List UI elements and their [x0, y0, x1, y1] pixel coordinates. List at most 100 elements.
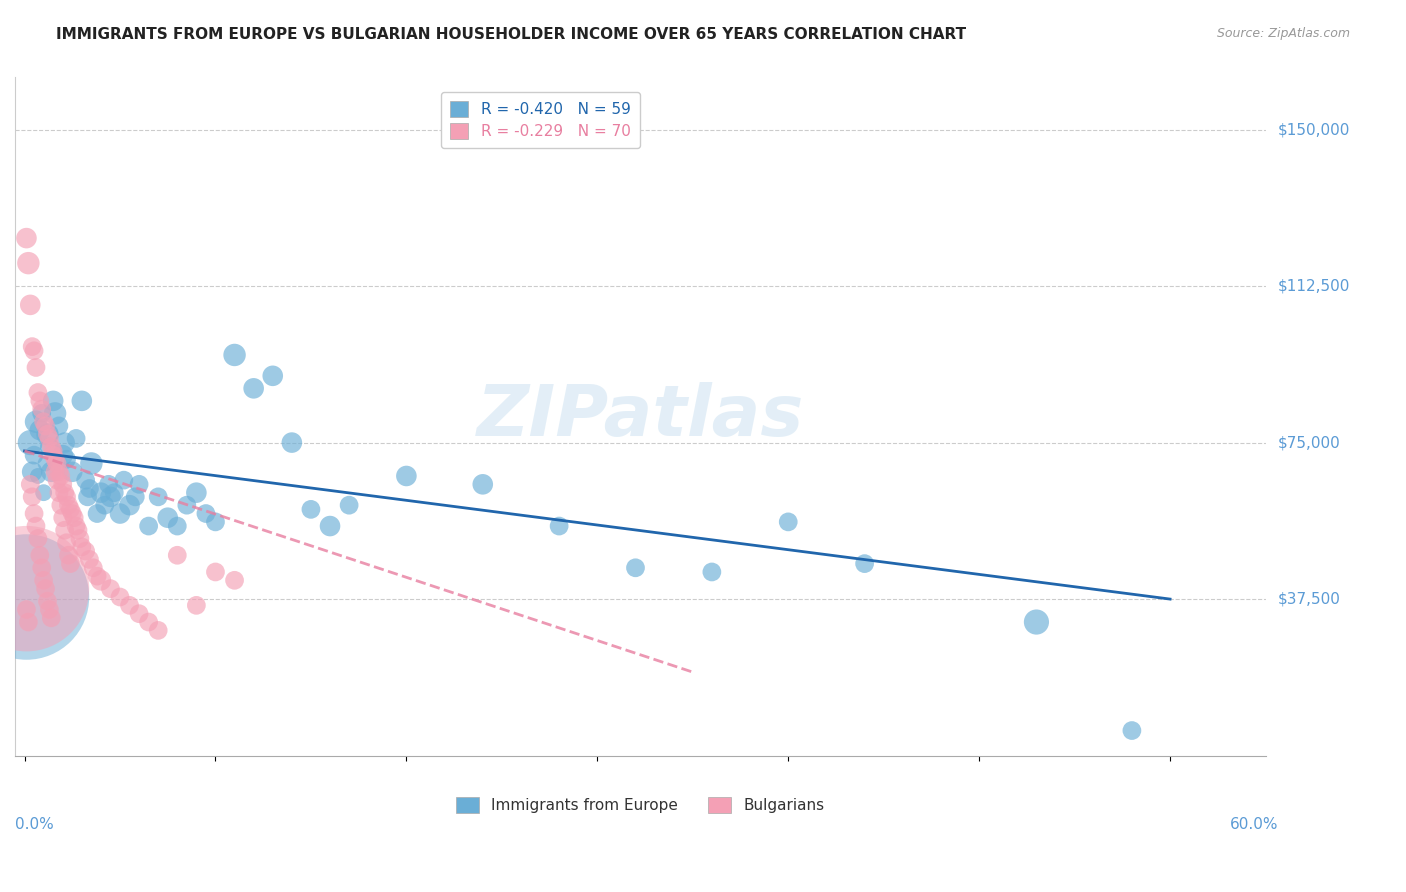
Point — [39, 611, 62, 625]
Point — [100, 490, 122, 504]
Point — [60, 507, 83, 521]
Point — [118, 498, 141, 512]
Text: Source: ZipAtlas.com: Source: ZipAtlas.com — [1216, 27, 1350, 40]
Point — [39, 440, 62, 454]
Point — [66, 523, 89, 537]
Point — [28, 549, 51, 563]
Point — [32, 485, 55, 500]
Point — [22, 448, 45, 462]
Point — [58, 549, 80, 563]
Point — [194, 507, 217, 521]
Point — [79, 482, 101, 496]
Text: 60.0%: 60.0% — [1230, 816, 1278, 831]
Point — [38, 432, 60, 446]
Point — [242, 381, 264, 395]
Point — [17, 615, 39, 629]
Text: $75,000: $75,000 — [1278, 435, 1341, 450]
Point — [224, 348, 246, 362]
Point — [86, 507, 108, 521]
Point — [262, 368, 284, 383]
Point — [59, 502, 82, 516]
Point — [176, 498, 198, 512]
Point — [44, 406, 66, 420]
Point — [97, 477, 120, 491]
Point — [38, 602, 60, 616]
Point — [75, 473, 97, 487]
Point — [69, 532, 91, 546]
Point — [60, 465, 83, 479]
Point — [25, 415, 48, 429]
Point — [44, 452, 66, 467]
Text: $37,500: $37,500 — [1278, 591, 1341, 607]
Point — [58, 498, 80, 512]
Point — [52, 477, 75, 491]
Point — [82, 561, 104, 575]
Point — [22, 507, 45, 521]
Point — [70, 393, 93, 408]
Point — [28, 423, 51, 437]
Point — [79, 552, 101, 566]
Point — [65, 519, 87, 533]
Point — [37, 427, 59, 442]
Point — [148, 624, 170, 638]
Point — [48, 485, 70, 500]
Point — [118, 599, 141, 613]
Point — [20, 435, 42, 450]
Point — [44, 465, 66, 479]
Point — [15, 590, 38, 604]
Point — [112, 473, 135, 487]
Text: 0.0%: 0.0% — [15, 816, 53, 831]
Point — [80, 457, 103, 471]
Point — [39, 465, 62, 479]
Point — [46, 473, 69, 487]
Point — [38, 440, 60, 454]
Point — [49, 469, 72, 483]
Point — [20, 477, 42, 491]
Point — [34, 582, 56, 596]
Point — [548, 519, 571, 533]
Point — [319, 519, 342, 533]
Point — [93, 498, 115, 512]
Point — [70, 540, 93, 554]
Point — [21, 465, 44, 479]
Point — [42, 448, 65, 462]
Point — [59, 557, 82, 571]
Point — [337, 498, 360, 512]
Point — [108, 507, 131, 521]
Point — [34, 418, 56, 433]
Point — [37, 594, 59, 608]
Point — [128, 477, 150, 491]
Point — [31, 406, 53, 420]
Point — [186, 599, 208, 613]
Point — [25, 360, 48, 375]
Point — [100, 582, 122, 596]
Point — [53, 435, 76, 450]
Point — [108, 590, 131, 604]
Point — [55, 452, 77, 467]
Text: $112,500: $112,500 — [1278, 278, 1350, 293]
Point — [48, 418, 70, 433]
Point — [138, 519, 160, 533]
Point — [281, 435, 304, 450]
Point — [166, 549, 188, 563]
Point — [46, 457, 69, 471]
Point — [32, 415, 55, 429]
Point — [853, 557, 876, 571]
Legend: R = -0.420   N = 59, R = -0.229   N = 70: R = -0.420 N = 59, R = -0.229 N = 70 — [441, 92, 640, 148]
Point — [17, 256, 39, 270]
Point — [204, 515, 226, 529]
Point — [148, 490, 170, 504]
Point — [22, 343, 45, 358]
Point — [471, 477, 494, 491]
Point — [156, 510, 179, 524]
Point — [52, 510, 75, 524]
Text: ZIPatlas: ZIPatlas — [477, 382, 804, 451]
Point — [128, 607, 150, 621]
Point — [55, 535, 77, 549]
Point — [1025, 615, 1047, 629]
Point — [103, 485, 125, 500]
Point — [700, 565, 723, 579]
Point — [42, 393, 65, 408]
Point — [27, 385, 49, 400]
Point — [395, 469, 418, 483]
